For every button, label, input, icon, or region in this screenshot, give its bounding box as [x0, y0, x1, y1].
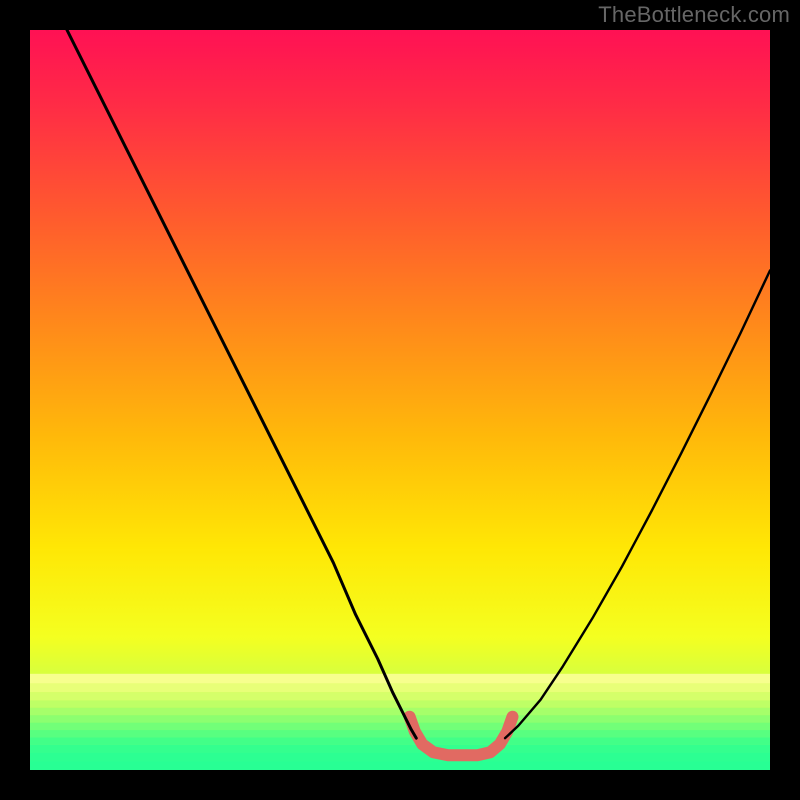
plot-area	[30, 30, 770, 770]
chart-svg	[30, 30, 770, 770]
watermark-text: TheBottleneck.com	[598, 2, 790, 28]
chart-frame: TheBottleneck.com	[0, 0, 800, 800]
gradient-background	[30, 30, 770, 770]
bottom-color-bands	[30, 674, 770, 770]
